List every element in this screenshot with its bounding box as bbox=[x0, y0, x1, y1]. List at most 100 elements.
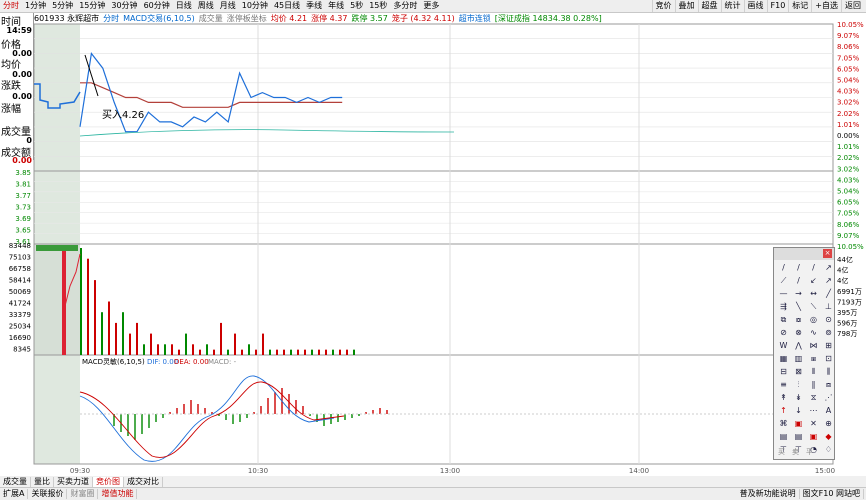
toolbar-right-button-1[interactable]: 叠加 bbox=[674, 0, 698, 12]
period-tab-3[interactable]: 15分钟 bbox=[79, 1, 106, 10]
status-left-1[interactable]: 关联报价 bbox=[28, 489, 68, 499]
draw-tool-icon-7[interactable]: ↗ bbox=[825, 276, 832, 285]
draw-tool-icon-3[interactable]: ↗ bbox=[825, 263, 832, 272]
draw-tool-icon-13[interactable]: ╲ bbox=[796, 302, 801, 311]
draw-tool-icon-54[interactable]: ▣ bbox=[809, 432, 818, 441]
draw-tool-icon-16[interactable]: ⧉ bbox=[780, 315, 787, 324]
indicator-tab-2[interactable]: 买卖力道 bbox=[54, 476, 93, 487]
toolbar-right-button-7[interactable]: +自选 bbox=[811, 0, 841, 12]
draw-tool-icon-17[interactable]: ⧇ bbox=[795, 315, 802, 324]
draw-tool-icon-57[interactable]: ⊤ bbox=[795, 445, 802, 454]
draw-tool-icon-41[interactable]: ↡ bbox=[795, 393, 802, 402]
draw-tool-icon-1[interactable]: / bbox=[797, 263, 800, 272]
status-right-1[interactable]: 图文F10 网站吧 bbox=[800, 489, 864, 499]
draw-tool-icon-9[interactable]: → bbox=[795, 289, 802, 298]
period-tab-7[interactable]: 周线 bbox=[197, 1, 214, 10]
period-tab-8[interactable]: 月线 bbox=[219, 1, 236, 10]
period-tab-10[interactable]: 45日线 bbox=[273, 1, 301, 10]
draw-tool-icon-12[interactable]: ⇶ bbox=[780, 302, 787, 311]
status-left-2[interactable]: 财富圈 bbox=[67, 489, 99, 499]
indicator-label[interactable]: MACD交易(6,10,5) bbox=[123, 14, 195, 23]
draw-tool-icon-19[interactable]: ⊙ bbox=[825, 315, 832, 324]
period-tab-12[interactable]: 年线 bbox=[328, 1, 345, 10]
period-tab-0[interactable]: 分时 bbox=[3, 1, 19, 10]
period-tab-15[interactable]: 多分时 bbox=[393, 1, 418, 10]
toolbar-right-button-0[interactable]: 竞价 bbox=[651, 0, 675, 12]
period-tab-14[interactable]: 15秒 bbox=[369, 1, 388, 10]
status-left-3[interactable]: 增值功能 bbox=[98, 489, 138, 499]
draw-tool-icon-18[interactable]: ◎ bbox=[810, 315, 817, 324]
draw-tool-icon-35[interactable]: ⫼ bbox=[826, 367, 831, 376]
period-tab-16[interactable]: 更多 bbox=[423, 1, 440, 10]
toolbar-right-button-8[interactable]: 返回 bbox=[841, 0, 864, 12]
period-tab-4[interactable]: 30分钟 bbox=[111, 1, 138, 10]
draw-tool-icon-23[interactable]: ⊚ bbox=[825, 328, 832, 337]
draw-tool-icon-37[interactable]: ⫶ bbox=[797, 380, 800, 389]
draw-tool-icon-25[interactable]: ⋀ bbox=[795, 341, 802, 350]
period-tab-5[interactable]: 60分钟 bbox=[143, 1, 170, 10]
indicator-tab-0[interactable]: 成交量 bbox=[0, 476, 31, 487]
draw-tool-icon-33[interactable]: ⊠ bbox=[795, 367, 802, 376]
draw-panel-titlebar[interactable]: × bbox=[774, 248, 834, 260]
draw-tool-icon-21[interactable]: ⊗ bbox=[795, 328, 802, 337]
draw-tool-icon-11[interactable]: ╱ bbox=[826, 289, 831, 298]
draw-tool-icon-4[interactable]: ⟋ bbox=[780, 276, 787, 285]
draw-tool-icon-59[interactable]: ♢ bbox=[824, 445, 833, 454]
draw-tool-icon-53[interactable]: ▤ bbox=[794, 432, 803, 441]
close-icon[interactable]: × bbox=[823, 249, 832, 258]
draw-tool-icon-45[interactable]: ↓ bbox=[795, 406, 802, 415]
draw-tool-icon-28[interactable]: ▦ bbox=[779, 354, 788, 363]
draw-tool-icon-15[interactable]: ⊥ bbox=[825, 302, 832, 311]
draw-footer-0[interactable]: 买 bbox=[778, 448, 785, 456]
draw-tool-icon-55[interactable]: ◆ bbox=[825, 432, 832, 441]
period-tab-9[interactable]: 10分钟 bbox=[241, 1, 268, 10]
draw-tool-icon-5[interactable]: / bbox=[797, 276, 800, 285]
draw-tool-icon-51[interactable]: ⊕ bbox=[825, 419, 832, 428]
toolbar-right-button-4[interactable]: 画线 bbox=[743, 0, 767, 12]
draw-tool-icon-34[interactable]: ⫴ bbox=[811, 367, 816, 376]
draw-tool-icon-44[interactable]: ↑ bbox=[780, 406, 787, 415]
draw-tool-icon-42[interactable]: ⧖ bbox=[810, 393, 817, 402]
draw-tool-icon-50[interactable]: ✕ bbox=[810, 419, 817, 428]
draw-tool-icon-43[interactable]: ⋰ bbox=[824, 393, 833, 402]
indicator-tab-1[interactable]: 量比 bbox=[31, 476, 54, 487]
draw-tool-icon-22[interactable]: ∿ bbox=[810, 328, 817, 337]
draw-tool-icon-27[interactable]: ⊞ bbox=[825, 341, 832, 350]
draw-tool-icon-6[interactable]: ↙ bbox=[810, 276, 817, 285]
draw-tool-icon-52[interactable]: ▤ bbox=[779, 432, 788, 441]
draw-tool-icon-32[interactable]: ⊟ bbox=[780, 367, 787, 376]
draw-tool-icon-30[interactable]: ⧆ bbox=[810, 354, 817, 363]
draw-tool-icon-31[interactable]: ⊡ bbox=[825, 354, 832, 363]
draw-tool-icon-20[interactable]: ⊘ bbox=[780, 328, 787, 337]
draw-tool-icon-14[interactable]: ⟍ bbox=[810, 302, 817, 311]
draw-footer-1[interactable]: 卖 bbox=[792, 448, 799, 456]
draw-tool-icon-29[interactable]: ▥ bbox=[794, 354, 803, 363]
draw-tool-icon-56[interactable]: ⊤ bbox=[780, 445, 787, 454]
draw-tool-icon-49[interactable]: ▣ bbox=[794, 419, 803, 428]
draw-tool-icon-58[interactable]: ◔ bbox=[810, 445, 817, 454]
period-tab-2[interactable]: 5分钟 bbox=[52, 1, 74, 10]
toolbar-right-button-5[interactable]: F10 bbox=[766, 0, 789, 12]
status-right-0[interactable]: 普及新功能说明 bbox=[737, 489, 800, 499]
toolbar-right-button-2[interactable]: 超盘 bbox=[697, 0, 721, 12]
draw-tool-icon-0[interactable]: / bbox=[782, 263, 785, 272]
period-tab-6[interactable]: 日线 bbox=[175, 1, 192, 10]
indicator-tab-4[interactable]: 成交对比 bbox=[124, 476, 163, 487]
toolbar-right-button-3[interactable]: 统计 bbox=[720, 0, 744, 12]
indicator-tab-3[interactable]: 竞价图 bbox=[93, 476, 124, 487]
draw-tool-icon-8[interactable]: — bbox=[779, 289, 788, 298]
draw-tool-icon-10[interactable]: ↔ bbox=[810, 289, 817, 298]
draw-tool-icon-39[interactable]: ⧈ bbox=[825, 380, 832, 389]
toolbar-right-button-6[interactable]: 标记 bbox=[788, 0, 811, 12]
draw-tool-icon-47[interactable]: A bbox=[825, 406, 832, 415]
draw-tool-icon-48[interactable]: ⌘ bbox=[779, 419, 788, 428]
period-tab-13[interactable]: 5秒 bbox=[350, 1, 364, 10]
sector-link[interactable]: 超市连锁 bbox=[458, 14, 491, 23]
draw-tool-icon-26[interactable]: ⋈ bbox=[809, 341, 818, 350]
draw-footer-2[interactable]: 平 bbox=[806, 448, 813, 456]
draw-tool-icon-46[interactable]: ⋯ bbox=[809, 406, 818, 415]
mode-label[interactable]: 分时 bbox=[103, 14, 120, 23]
item-volume[interactable]: 成交量 bbox=[198, 14, 223, 23]
status-left-0[interactable]: 扩展A bbox=[0, 489, 29, 499]
